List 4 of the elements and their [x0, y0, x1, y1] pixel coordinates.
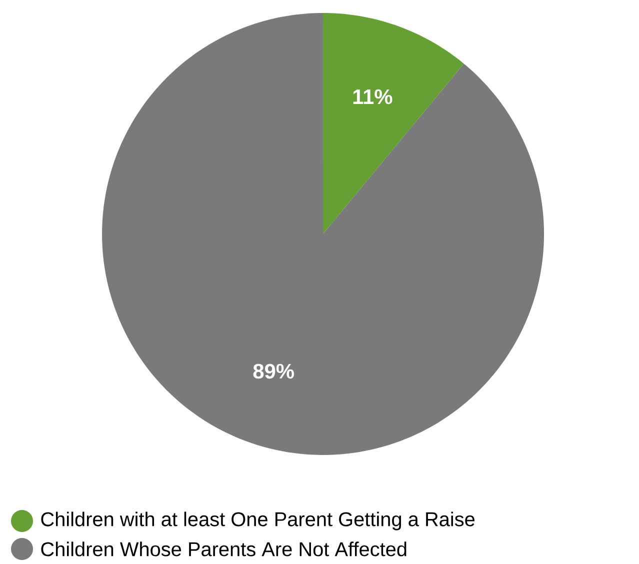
- legend-label: Children Whose Parents Are Not Affected: [41, 542, 406, 556]
- data-label: 89%: [253, 364, 294, 379]
- data-label: 11%: [353, 89, 392, 104]
- legend-label: Children with at least One Parent Getting a Raise: [41, 512, 474, 530]
